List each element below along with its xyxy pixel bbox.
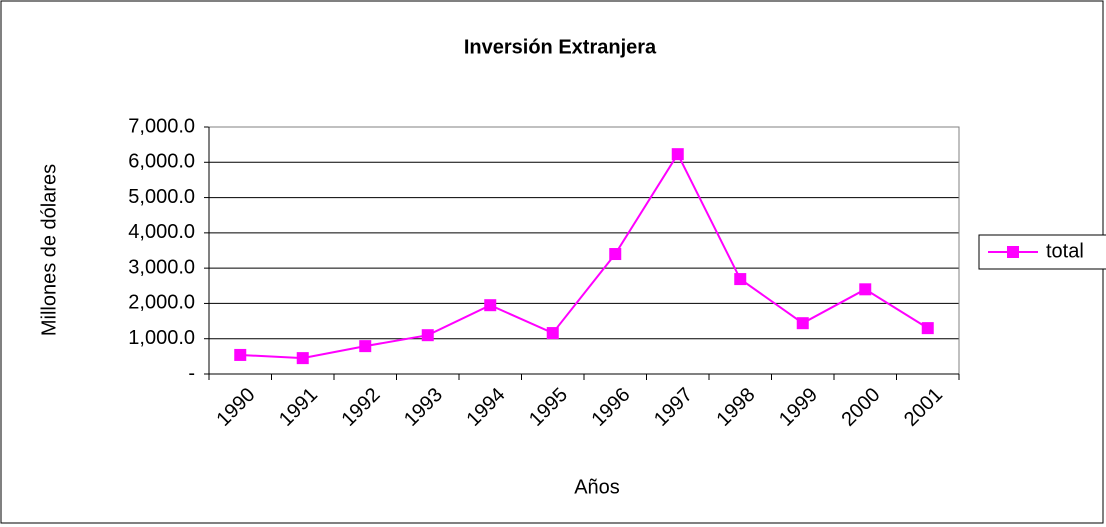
- data-point: [546, 327, 559, 340]
- y-axis-title: Millones de dólares: [38, 164, 60, 336]
- chart-title: Inversión Extranjera: [464, 36, 657, 58]
- data-point: [609, 248, 622, 261]
- data-point: [296, 352, 309, 365]
- y-tick-label: 7,000.0: [128, 115, 195, 137]
- data-point: [359, 340, 372, 353]
- data-point: [734, 273, 747, 286]
- y-tick-label: 3,000.0: [128, 256, 195, 278]
- y-tick-label: -: [188, 362, 195, 384]
- legend-label: total: [1046, 240, 1084, 262]
- y-tick-label: 2,000.0: [128, 292, 195, 314]
- y-tick-label: 5,000.0: [128, 186, 195, 208]
- y-tick-label: 4,000.0: [128, 221, 195, 243]
- data-point: [484, 299, 497, 312]
- data-point: [671, 148, 684, 161]
- y-tick-label: 6,000.0: [128, 151, 195, 173]
- x-axis-title: Años: [574, 476, 620, 498]
- data-point: [859, 283, 872, 296]
- data-point: [796, 317, 809, 330]
- y-tick-label: 1,000.0: [128, 327, 195, 349]
- data-point: [234, 348, 247, 361]
- data-point: [921, 322, 934, 335]
- data-point: [421, 329, 434, 342]
- legend-marker: [1007, 246, 1019, 258]
- series-line: [240, 152, 929, 360]
